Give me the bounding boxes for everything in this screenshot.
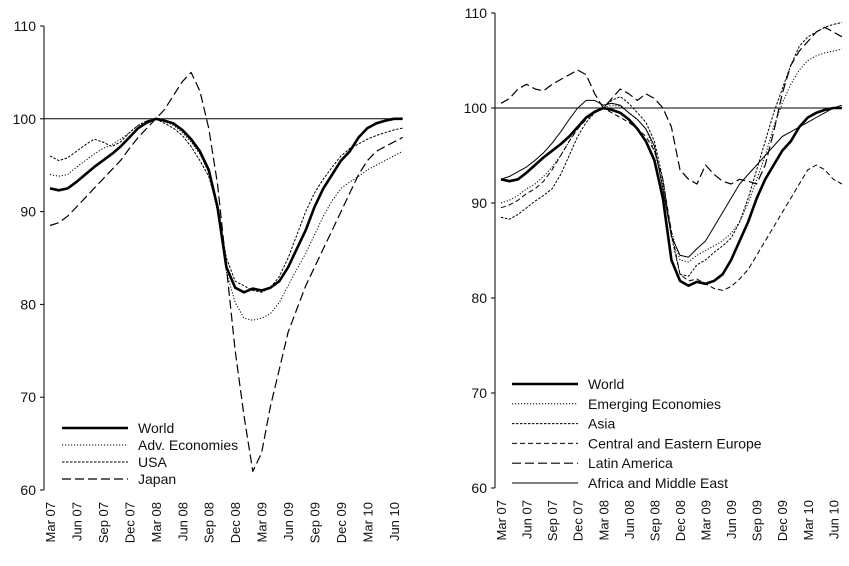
y-tick-label-100: 100	[13, 111, 37, 127]
x-tick-label-jun-08: Jun 08	[622, 500, 637, 539]
legend-label-emerging-economies: Emerging Economies	[588, 396, 721, 412]
right-chart-panel: 60 70 80 90 100 110 Mar 07 Jun 07 Sep 07 Dec 07 Ma…	[464, 5, 843, 541]
legend-label-africa-and-middle-east: Africa and Middle East	[588, 475, 728, 491]
legend-label-world: World	[588, 376, 624, 392]
x-tick-label-mar-09: Mar 09	[699, 500, 714, 540]
y-tick-label-110: 110	[14, 18, 37, 34]
x-tick-label-mar-09: Mar 09	[255, 502, 270, 542]
x-tick-label-mar-10: Mar 10	[360, 502, 375, 542]
y-tick-label-90: 90	[471, 195, 487, 211]
x-tick-label-sep-08: Sep 08	[202, 502, 217, 543]
x-tick-label-sep-09: Sep 09	[750, 500, 765, 541]
y-tick-label-90: 90	[20, 204, 36, 220]
y-tick-label-100: 100	[464, 100, 488, 116]
x-tick-label-jun-10: Jun 10	[826, 500, 841, 539]
x-tick-label-sep-07: Sep 07	[545, 500, 560, 541]
x-tick-label-sep-08: Sep 08	[647, 500, 662, 541]
legend-label-japan: Japan	[138, 471, 176, 487]
x-tick-label-jun-09: Jun 09	[281, 502, 296, 541]
series-line-adv-economies	[49, 118, 403, 321]
x-tick-label-sep-09: Sep 09	[308, 502, 323, 543]
legend-label-latin-america: Latin America	[588, 455, 673, 471]
legend: World Emerging Economies Asia Central and E…	[512, 376, 762, 491]
x-tick-label-mar-10: Mar 10	[801, 500, 816, 540]
series-line-usa	[49, 118, 403, 293]
x-tick-label-jun-08: Jun 08	[175, 502, 190, 541]
x-tick-label-sep-07: Sep 07	[96, 502, 111, 543]
y-tick-label-60: 60	[20, 482, 36, 498]
x-tick-label-mar-07: Mar 07	[494, 500, 509, 540]
x-tick-label-dec-08: Dec 08	[228, 502, 243, 543]
series-line-latin-america	[500, 26, 843, 185]
x-tick-label-jun-07: Jun 07	[69, 502, 84, 541]
x-tick-label-mar-08: Mar 08	[596, 500, 611, 540]
legend-label-usa: USA	[138, 454, 167, 470]
y-tick-label-70: 70	[20, 389, 36, 405]
y-tick-label-110: 110	[465, 5, 488, 21]
left-chart-panel: 60 70 80 90 100 110 Mar 07 Jun 07 Sep 07 Dec 07 Ma…	[13, 18, 403, 543]
y-tick-label-60: 60	[471, 480, 487, 496]
y-tick-label-80: 80	[20, 296, 36, 312]
y-tick-label-80: 80	[471, 290, 487, 306]
x-tick-label-dec-08: Dec 08	[673, 500, 688, 541]
x-tick-label-mar-07: Mar 07	[43, 502, 58, 542]
x-tick-label-dec-09: Dec 09	[775, 500, 790, 541]
series-line-africa-and-middle-east	[500, 99, 843, 258]
x-tick-label-jun-10: Jun 10	[387, 502, 402, 541]
y-tick-label-70: 70	[471, 385, 487, 401]
x-tick-label-jun-07: Jun 07	[520, 500, 535, 539]
series-line-japan	[49, 71, 403, 472]
series-line-emerging-economies	[500, 48, 843, 263]
legend-label-asia: Asia	[588, 416, 615, 432]
legend-label-adv-economies: Adv. Economies	[138, 437, 238, 453]
x-tick-label-dec-07: Dec 07	[571, 500, 586, 541]
series-line-world	[500, 106, 842, 288]
legend-label-world: World	[138, 420, 174, 436]
x-tick-label-dec-09: Dec 09	[334, 502, 349, 543]
legend-label-central-and-eastern-europe: Central and Eastern Europe	[588, 435, 762, 451]
series-line-central-and-eastern-europe	[500, 107, 843, 291]
x-tick-label-dec-07: Dec 07	[122, 502, 137, 543]
x-tick-label-mar-08: Mar 08	[149, 502, 164, 542]
x-tick-label-jun-09: Jun 09	[724, 500, 739, 539]
